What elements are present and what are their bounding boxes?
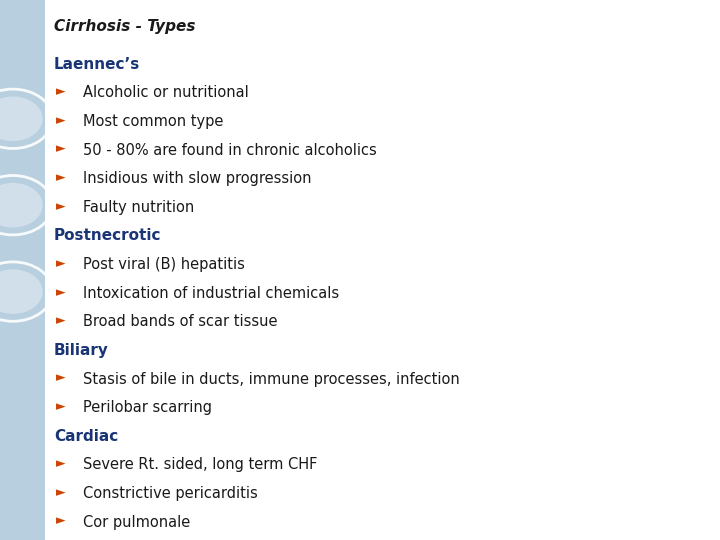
Text: ►: ► xyxy=(56,143,66,156)
Text: Cardiac: Cardiac xyxy=(54,429,118,444)
Text: Post viral (B) hepatitis: Post viral (B) hepatitis xyxy=(83,257,245,272)
Text: Insidious with slow progression: Insidious with slow progression xyxy=(83,171,311,186)
Text: Alcoholic or nutritional: Alcoholic or nutritional xyxy=(83,85,248,100)
Text: Faulty nutrition: Faulty nutrition xyxy=(83,200,194,215)
Text: 50 - 80% are found in chronic alcoholics: 50 - 80% are found in chronic alcoholics xyxy=(83,143,377,158)
Text: ►: ► xyxy=(56,515,66,528)
Text: Laennec’s: Laennec’s xyxy=(54,57,140,72)
Text: Severe Rt. sided, long term CHF: Severe Rt. sided, long term CHF xyxy=(83,457,318,472)
Text: Cor pulmonale: Cor pulmonale xyxy=(83,515,190,530)
Circle shape xyxy=(0,269,42,314)
Text: Postnecrotic: Postnecrotic xyxy=(54,228,161,244)
Circle shape xyxy=(0,183,42,227)
Text: ►: ► xyxy=(56,114,66,127)
Text: Constrictive pericarditis: Constrictive pericarditis xyxy=(83,486,258,501)
Text: ►: ► xyxy=(56,314,66,327)
Text: Most common type: Most common type xyxy=(83,114,223,129)
Text: ►: ► xyxy=(56,171,66,184)
Text: ►: ► xyxy=(56,457,66,470)
Text: Intoxication of industrial chemicals: Intoxication of industrial chemicals xyxy=(83,286,339,301)
Text: Stasis of bile in ducts, immune processes, infection: Stasis of bile in ducts, immune processe… xyxy=(83,372,459,387)
Text: Biliary: Biliary xyxy=(54,343,109,358)
Text: ►: ► xyxy=(56,372,66,384)
Circle shape xyxy=(0,97,42,141)
Text: ►: ► xyxy=(56,400,66,413)
Text: Cirrhosis - Types: Cirrhosis - Types xyxy=(54,19,196,34)
Text: ►: ► xyxy=(56,486,66,499)
Text: ►: ► xyxy=(56,200,66,213)
Text: ►: ► xyxy=(56,85,66,98)
Text: ►: ► xyxy=(56,286,66,299)
Text: Broad bands of scar tissue: Broad bands of scar tissue xyxy=(83,314,277,329)
Text: ►: ► xyxy=(56,257,66,270)
Text: Perilobar scarring: Perilobar scarring xyxy=(83,400,212,415)
FancyBboxPatch shape xyxy=(0,0,45,540)
